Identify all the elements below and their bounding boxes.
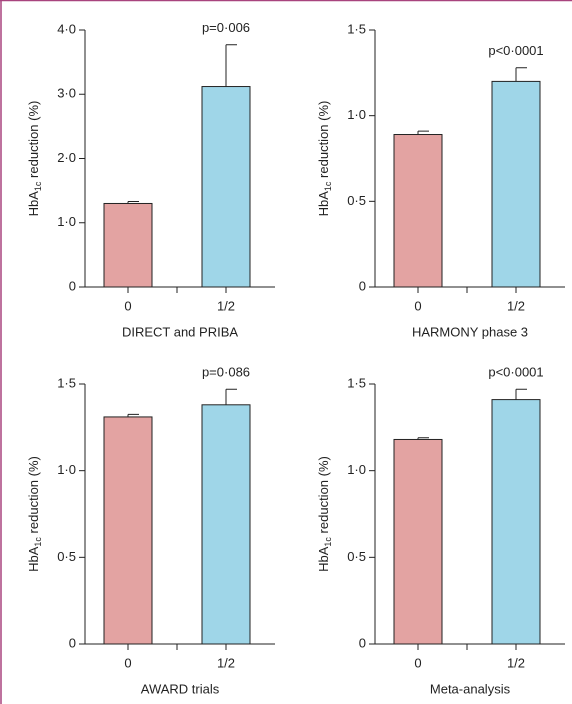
y-tick-label: 1·5 bbox=[347, 375, 366, 390]
y-tick-label: 2·0 bbox=[57, 150, 76, 165]
y-axis-label: HbA1c reduction (%) bbox=[26, 456, 43, 572]
bar bbox=[201, 404, 251, 645]
error-bar bbox=[417, 437, 429, 440]
y-axis-label-part: 1c bbox=[33, 537, 43, 547]
y-tick-label: 0 bbox=[359, 278, 366, 293]
p-value: p<0·0001 bbox=[488, 365, 543, 380]
x-axis-label: AWARD trials bbox=[141, 681, 220, 696]
y-axis-label: HbA1c reduction (%) bbox=[316, 456, 333, 572]
y-axis-label-part: HbA bbox=[26, 191, 41, 217]
y-tick-label: 1·5 bbox=[347, 21, 366, 36]
y-axis-label: HbA1c reduction (%) bbox=[26, 101, 43, 217]
error-bar bbox=[515, 388, 527, 400]
y-tick-label: 0·5 bbox=[347, 549, 366, 564]
x-tick-label: 0 bbox=[124, 298, 131, 313]
y-axis-label-part: HbA bbox=[26, 546, 41, 572]
x-tick-label: 0 bbox=[414, 298, 421, 313]
error-bar bbox=[417, 130, 429, 135]
bar bbox=[103, 202, 153, 288]
p-value: p<0·0001 bbox=[488, 43, 543, 58]
bar bbox=[491, 80, 541, 288]
x-tick-label: 0 bbox=[414, 655, 421, 670]
x-tick-label: 0 bbox=[124, 655, 131, 670]
y-tick-label: 0·5 bbox=[347, 193, 366, 208]
y-tick-label: 3·0 bbox=[57, 86, 76, 101]
p-value: p=0·006 bbox=[202, 20, 250, 35]
y-tick-label: 1·0 bbox=[347, 462, 366, 477]
y-axis-label-part: reduction (%) bbox=[26, 101, 41, 182]
bar bbox=[393, 134, 443, 288]
y-axis-label-part: 1c bbox=[323, 181, 333, 191]
y-tick-label: 0 bbox=[359, 635, 366, 650]
y-axis-label-part: reduction (%) bbox=[316, 101, 331, 182]
y-tick-label: 0·5 bbox=[57, 549, 76, 564]
y-tick-label: 1·0 bbox=[347, 107, 366, 122]
x-axis-label: DIRECT and PRIBA bbox=[122, 324, 238, 339]
x-tick-label: 1/2 bbox=[217, 298, 235, 313]
error-bar bbox=[515, 67, 527, 82]
y-axis-label: HbA1c reduction (%) bbox=[316, 101, 333, 217]
p-value: p=0·086 bbox=[202, 365, 250, 380]
bar bbox=[491, 399, 541, 645]
y-axis-label-part: HbA bbox=[316, 546, 331, 572]
y-tick-label: 4·0 bbox=[57, 21, 76, 36]
bar bbox=[103, 416, 153, 645]
y-axis-label-part: HbA bbox=[316, 191, 331, 217]
y-axis-label-part: 1c bbox=[33, 181, 43, 191]
error-bar bbox=[127, 413, 139, 417]
x-tick-label: 1/2 bbox=[507, 655, 525, 670]
y-axis-label-part: reduction (%) bbox=[26, 456, 41, 537]
y-tick-label: 0 bbox=[69, 635, 76, 650]
x-tick-label: 1/2 bbox=[217, 655, 235, 670]
y-tick-label: 0 bbox=[69, 278, 76, 293]
error-bar bbox=[225, 388, 237, 405]
x-tick-label: 1/2 bbox=[507, 298, 525, 313]
y-axis-label-part: 1c bbox=[323, 537, 333, 547]
y-tick-label: 1·5 bbox=[57, 375, 76, 390]
y-tick-label: 1·0 bbox=[57, 462, 76, 477]
x-axis-label: HARMONY phase 3 bbox=[412, 324, 528, 339]
y-axis-label-part: reduction (%) bbox=[316, 456, 331, 537]
error-bar bbox=[127, 201, 139, 204]
error-bar bbox=[225, 44, 237, 87]
y-tick-label: 1·0 bbox=[57, 214, 76, 229]
bar bbox=[201, 86, 251, 288]
x-axis-label: Meta-analysis bbox=[430, 681, 511, 696]
bar bbox=[393, 438, 443, 645]
